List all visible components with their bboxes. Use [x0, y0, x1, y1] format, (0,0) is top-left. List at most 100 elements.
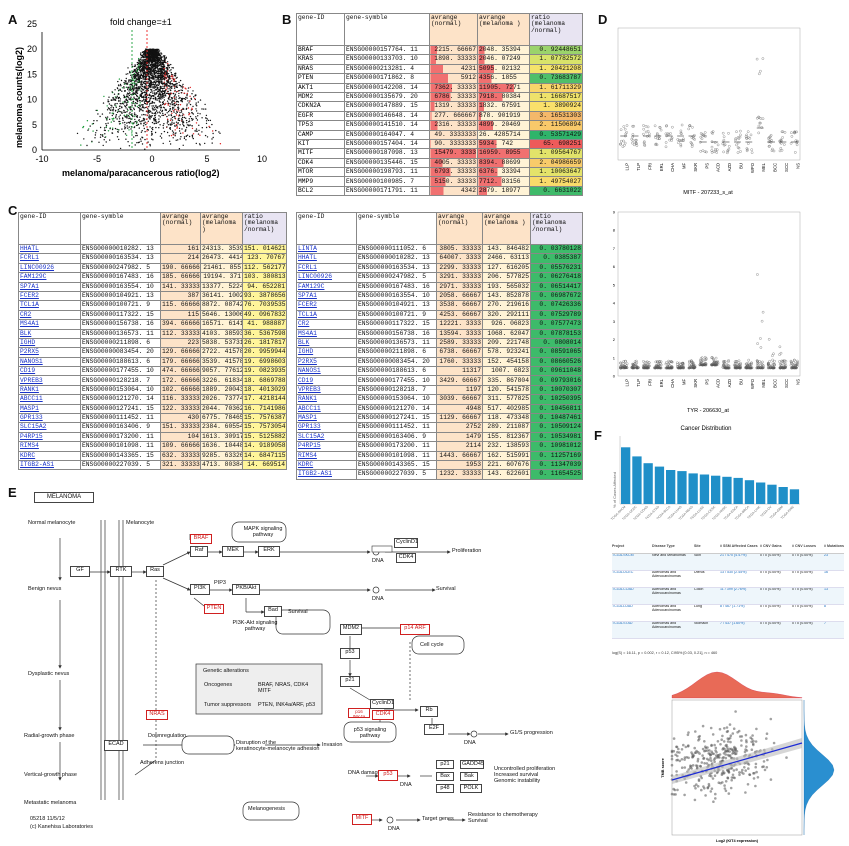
- gene-id-cell[interactable]: NRAS: [296, 63, 345, 75]
- gene-id-cell[interactable]: IGHD: [18, 337, 81, 349]
- gene-id-cell[interactable]: CDK4: [296, 157, 345, 169]
- gene-id-cell[interactable]: MDM2: [296, 91, 345, 103]
- gene-id-cell[interactable]: HHATL: [296, 253, 357, 264]
- gene-id-cell[interactable]: FCRL1: [296, 262, 357, 274]
- gene-id-cell[interactable]: MS4A1: [18, 319, 81, 330]
- gene-id-cell[interactable]: LINTA: [296, 243, 357, 255]
- cell-cycle-pathway[interactable]: Cell cycle: [420, 642, 444, 648]
- boxplot-point: [679, 366, 682, 369]
- mapk-pathway[interactable]: MAPK signaling pathway: [243, 526, 283, 539]
- gene-id-cell[interactable]: KDRC: [18, 450, 81, 462]
- ftable-cell[interactable]: TCGA-STAD: [612, 622, 633, 625]
- gene-id-cell[interactable]: KRAS: [296, 54, 345, 65]
- gene-id-cell[interactable]: CR2: [18, 309, 81, 321]
- volcano-point: [145, 49, 148, 51]
- gene-id-cell[interactable]: MASP1: [18, 403, 81, 415]
- gene-id-cell[interactable]: LINC00926: [18, 262, 81, 274]
- gene-id-cell[interactable]: IGHD: [296, 347, 357, 358]
- pi3k-akt-pathway[interactable]: PI3K-Akt signaling pathway: [232, 620, 278, 633]
- gene-id-cell[interactable]: P2RX5: [18, 347, 81, 358]
- gene-id-cell[interactable]: AKT1: [296, 82, 345, 93]
- gene-id-cell[interactable]: SP7A1: [18, 281, 81, 292]
- gene-id-cell[interactable]: SLC15A2: [18, 422, 81, 433]
- volcano-point: [159, 112, 161, 114]
- gene-id-cell[interactable]: BLK: [18, 328, 81, 339]
- gene-id-cell[interactable]: GPR133: [18, 413, 81, 424]
- gene-id-cell[interactable]: RIMS4: [18, 441, 81, 452]
- gene-id-cell[interactable]: EGFR: [296, 110, 345, 122]
- volcano-point: [154, 86, 157, 89]
- gene-id-cell[interactable]: BLK: [296, 337, 357, 349]
- gene-id-cell[interactable]: CR2: [296, 319, 357, 330]
- gene-id-cell[interactable]: RANK1: [18, 384, 81, 396]
- gene-id-cell[interactable]: CAMP: [296, 129, 345, 140]
- gene-id-cell[interactable]: CD19: [18, 366, 81, 377]
- gene-id-cell[interactable]: MITF: [296, 148, 345, 159]
- boxplot-point: [702, 133, 705, 137]
- scatter-point: [740, 771, 743, 774]
- gene-id-cell[interactable]: RIMS4: [296, 450, 357, 462]
- gene-id-cell[interactable]: HHATL: [18, 243, 81, 255]
- volcano-point: [148, 68, 150, 71]
- gene-id-cell[interactable]: BCL2: [296, 185, 345, 197]
- scatter-point: [726, 769, 730, 773]
- gene-id-cell[interactable]: ITGB2-AS1: [18, 459, 81, 471]
- volcano-point: [152, 52, 155, 55]
- gene-id-cell[interactable]: TP53: [296, 120, 345, 131]
- ftable-cell[interactable]: TCGA-UCEC: [612, 571, 634, 574]
- gene-id-cell[interactable]: VPREB3: [18, 375, 81, 386]
- gene-id-cell[interactable]: KIT: [296, 138, 345, 150]
- volcano-point: [166, 90, 169, 93]
- volcano-point: [145, 98, 147, 100]
- volcano-point: [167, 121, 169, 123]
- gene-id-cell[interactable]: ITGB2-AS1: [296, 469, 357, 480]
- melanogenesis-pathway[interactable]: Melanogenesis: [248, 806, 285, 812]
- gene-id-cell[interactable]: ABCC11: [18, 394, 81, 405]
- volcano-point: [142, 63, 144, 65]
- gene-id-cell[interactable]: P4RP15: [296, 441, 357, 452]
- gene-symble-cell: ENSG00000171791. 11: [344, 185, 430, 197]
- volcano-point: [152, 48, 155, 50]
- avg-normal-cell: 102. 666667: [160, 384, 201, 396]
- gene-id-cell[interactable]: NANOS1: [18, 356, 81, 368]
- avg-normal-cell: 4005. 33333: [429, 157, 478, 169]
- gene-id-cell[interactable]: MMP9: [296, 176, 345, 187]
- ftable-cell[interactable]: TCGA-LUAD: [612, 605, 633, 608]
- scatter-point: [727, 768, 731, 771]
- gene-id-cell[interactable]: MTOR: [296, 167, 345, 178]
- volcano-point: [153, 112, 155, 115]
- gene-id-cell[interactable]: VPREB3: [296, 384, 357, 396]
- gene-id-cell[interactable]: NANOS1: [296, 366, 357, 377]
- gene-id-cell[interactable]: FCER2: [296, 300, 357, 311]
- gene-id-cell[interactable]: P4RP15: [18, 431, 81, 443]
- boxplot-point: [724, 366, 728, 370]
- gene-id-cell[interactable]: CD19: [296, 375, 357, 386]
- gene-id-cell[interactable]: RANK1: [296, 394, 357, 405]
- gene-id-cell[interactable]: FAM129C: [296, 281, 357, 292]
- gene-id-cell[interactable]: BRAF: [296, 44, 345, 56]
- p53-signaling-pathway[interactable]: p53 signaling pathway: [353, 727, 387, 740]
- gene-id-cell[interactable]: SP7A1: [296, 290, 357, 302]
- gene-id-cell[interactable]: GPR133: [296, 422, 357, 433]
- gene-id-cell[interactable]: TCL1A: [296, 309, 357, 321]
- volcano-point: [165, 74, 167, 76]
- gene-id-cell[interactable]: P2RX5: [296, 356, 357, 368]
- gene-id-cell[interactable]: CDKN2A: [296, 101, 345, 112]
- ftable-cell[interactable]: TCGA-COAD: [612, 588, 634, 591]
- gene-id-cell[interactable]: KDRC: [296, 459, 357, 471]
- gene-id-cell[interactable]: PTEN: [296, 73, 345, 84]
- gene-id-cell[interactable]: LINC00926: [296, 272, 357, 283]
- volcano-point: [143, 85, 145, 88]
- adherens-junction[interactable]: Adherens junction: [140, 760, 185, 766]
- gene-id-cell[interactable]: TCL1A: [18, 300, 81, 311]
- gene-id-cell[interactable]: SLC15A2: [296, 431, 357, 443]
- volcano-point: [168, 76, 171, 78]
- gene-id-cell[interactable]: MASP1: [296, 413, 357, 424]
- ftable-cell[interactable]: TCGA-SKCM: [612, 554, 634, 557]
- volcano-point: [110, 121, 113, 123]
- gene-id-cell[interactable]: FCER2: [18, 290, 81, 302]
- gene-id-cell[interactable]: ABCC11: [296, 403, 357, 415]
- gene-id-cell[interactable]: MS4A1: [296, 328, 357, 339]
- gene-id-cell[interactable]: FAM129C: [18, 272, 81, 283]
- gene-id-cell[interactable]: FCRL1: [18, 253, 81, 264]
